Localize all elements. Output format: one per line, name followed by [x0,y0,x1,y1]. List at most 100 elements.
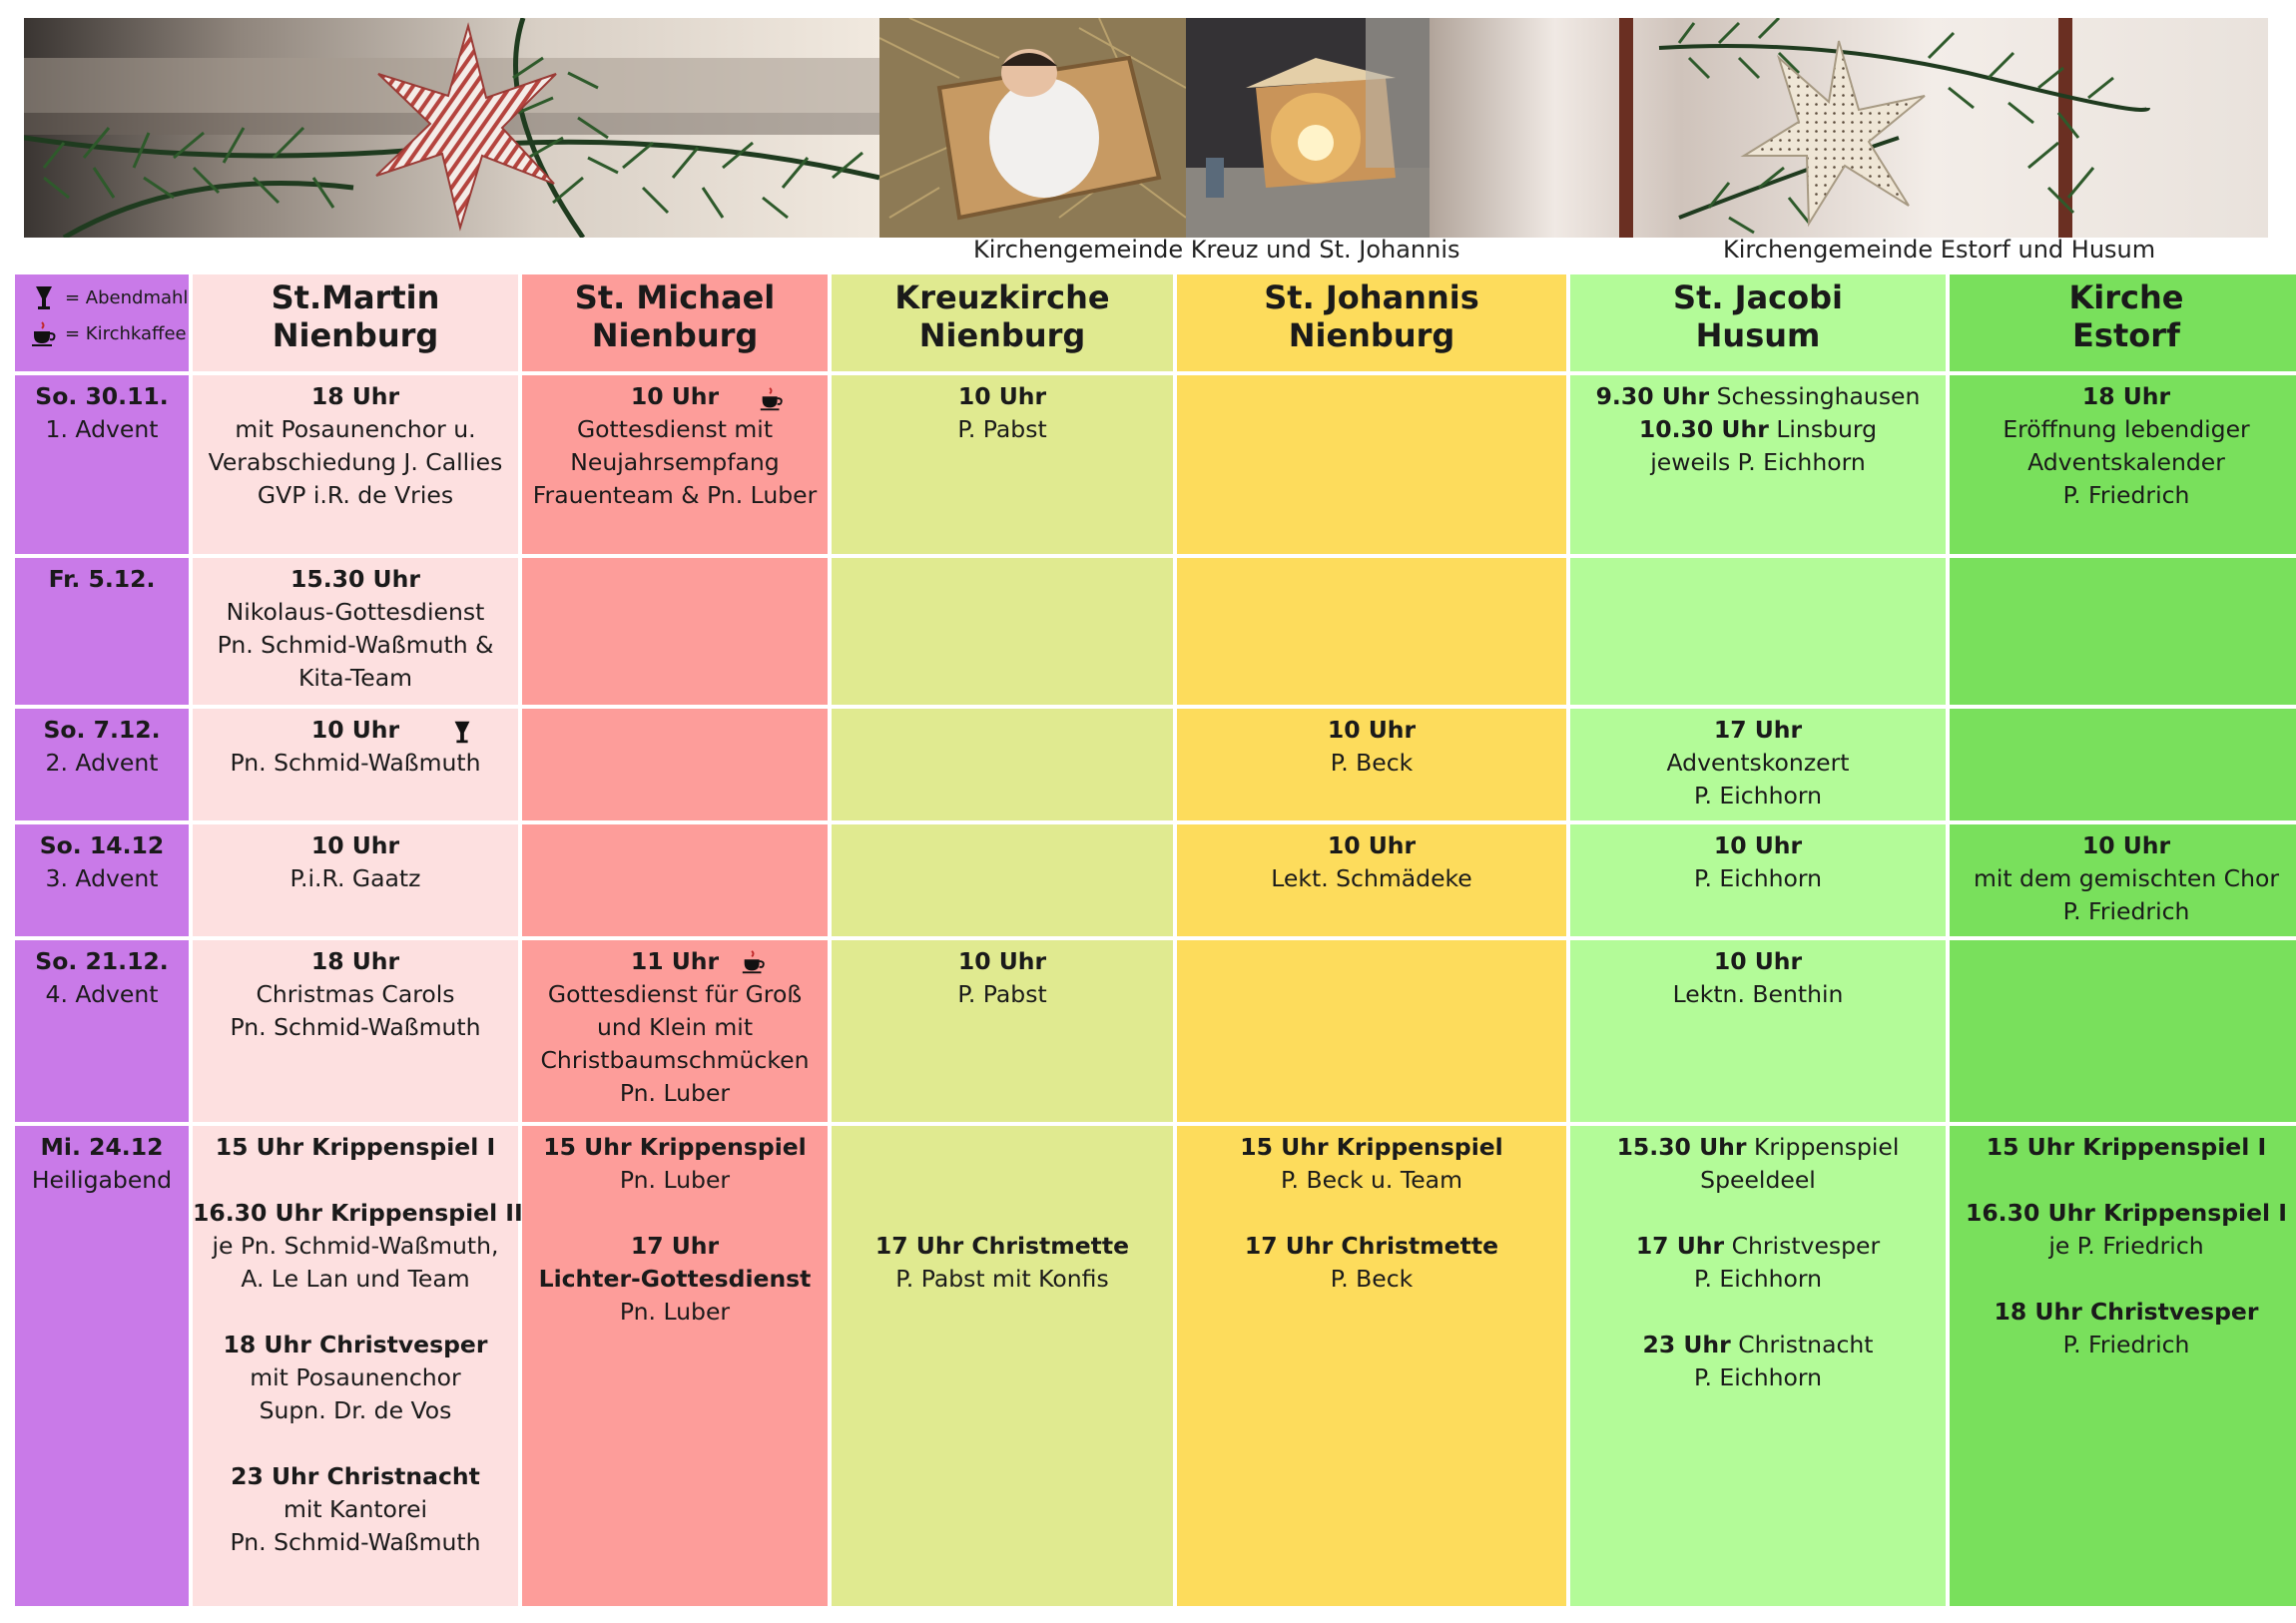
service-cell-kirche [1950,709,2296,820]
service-line: 17 Uhr Christmette [1244,1232,1499,1260]
service-line: 15.30 Uhr [290,565,420,593]
service-line: 15 Uhr Krippenspiel [1240,1133,1503,1161]
service-line: 10 Uhr [1327,831,1417,859]
column-header-church: Kirche [2068,278,2184,316]
service-line: und Klein mit [596,1013,754,1041]
column-header-st-johannis-nienburg: St. Johannis Nienburg [1177,274,1566,371]
column-header-st-martin-nienburg: St.Martin Nienburg [193,274,518,371]
service-occasion: 2. Advent [45,749,159,777]
service-line: 17 Uhr [1713,716,1803,744]
service-occasion: Heiligabend [31,1166,173,1194]
spacer [832,1164,1173,1197]
service-cell-st-johannis [1177,558,1566,705]
service-location: Krippenspiel [1746,1133,1900,1161]
photo-manger-child [879,18,1186,238]
date-cell: So. 30.11. 1. Advent [15,375,189,554]
service-line: 15.30 Uhr Krippenspiel [1570,1131,1946,1164]
service-occasion: 4. Advent [45,980,159,1008]
service-line: mit dem gemischten Chor [1973,864,2280,892]
column-header-place: Estorf [2072,316,2180,354]
service-line: A. Le Lan und Team [241,1265,470,1293]
spacer [522,1197,828,1230]
service-line: 23 Uhr Christnacht [231,1462,480,1490]
service-line: P. Eichhorn [1693,1363,1823,1391]
service-line: 10 Uhr [1713,831,1803,859]
service-line: Pn. Luber [619,1079,731,1107]
photo-nativity-stable [1186,18,1430,238]
service-cell-kirche: 18 Uhr Eröffnung lebendiger Adventskalende… [1950,375,2296,554]
spacer [1950,1164,2296,1197]
coffee-cup-icon [29,319,59,349]
service-line: P. Eichhorn [1693,864,1823,892]
service-line: Gottesdienst mit [576,415,774,443]
service-line: Lekt. Schmädeke [1271,864,1472,892]
chalice-icon [29,283,59,313]
column-header-st-jacobi-husum: St. Jacobi Husum [1570,274,1946,371]
column-header-church: St. Johannis [1264,278,1479,316]
column-header-place: Husum [1695,316,1821,354]
service-line: 10 Uhr [310,716,400,744]
service-cell-st-martin: 15.30 Uhr Nikolaus-Gottesdienst Pn. Schmid… [193,558,518,705]
photo-red-striped-star [24,18,879,238]
service-line: P. Eichhorn [1693,1265,1823,1293]
kirchkaffee-icon [740,948,768,976]
service-cell-kreuzkirche: 10 Uhr P. Pabst [832,375,1173,554]
service-line: Eröffnung lebendiger [2003,415,2250,443]
service-line: Lektn. Benthin [1672,980,1844,1008]
service-cell-st-johannis [1177,375,1566,554]
column-header-place: Nienburg [918,316,1086,354]
service-date: Fr. 5.12. [48,565,156,593]
spacer [832,1197,1173,1230]
service-cell-st-jacobi [1570,558,1946,705]
service-location: Schessinghausen [1709,382,1921,410]
service-line: 18 Uhr [310,947,400,975]
column-header-st-michael-nienburg: St. Michael Nienburg [522,274,828,371]
column-header-kreuzkirche-nienburg: Kreuzkirche Nienburg [832,274,1173,371]
service-line: 16.30 Uhr Krippenspiel I [1965,1199,2288,1227]
service-line: 18 Uhr Christvesper [1994,1298,2259,1326]
service-cell-st-michael [522,709,828,820]
photo-cream-dotted-star [1430,18,2268,238]
service-cell-st-johannis: 10 Uhr Lekt. Schmädeke [1177,824,1566,936]
legend: = Abendmahl = Kirchkaffee [15,274,189,371]
service-cell-kirche: 10 Uhr mit dem gemischten Chor P. Friedric… [1950,824,2296,936]
service-occasion: 1. Advent [45,415,159,443]
service-cell-st-martin: 18 Uhr Christmas Carols Pn. Schmid-Waßmuth [193,940,518,1122]
service-line: P. Beck [1330,1265,1414,1293]
service-line: 10 Uhr [1327,716,1417,744]
column-header-church: Kreuzkirche [894,278,1110,316]
service-line: GVP i.R. de Vries [257,481,454,509]
service-line: Christbaumschmücken [540,1046,810,1074]
service-cell-st-martin: 18 Uhr mit Posaunenchor u. Verabschiedung … [193,375,518,554]
service-date: So. 7.12. [43,716,161,744]
service-line: 15 Uhr Krippenspiel I [1986,1133,2267,1161]
service-line: P. Eichhorn [1693,782,1823,810]
service-cell-st-martin: 10 Uhr Pn. Schmid-Waßmuth [193,709,518,820]
kirchkaffee-icon [758,385,786,413]
service-line: P. Friedrich [2062,897,2190,925]
spacer [1570,1197,1946,1230]
service-line: je P. Friedrich [2048,1232,2204,1260]
spacer [193,1427,518,1460]
service-line: jeweils P. Eichhorn [1650,448,1866,476]
service-cell-kreuzkirche: 17 Uhr Christmette P. Pabst mit Konfis [832,1126,1173,1606]
service-date: So. 21.12. [35,947,169,975]
service-time: 23 Uhr [1642,1331,1731,1358]
service-line: 10 Uhr [630,382,720,410]
service-time: 10.30 Uhr [1638,415,1769,443]
service-line: 10 Uhr [310,831,400,859]
service-line: 17 Uhr Christvesper [1570,1230,1946,1263]
service-line: P. Friedrich [2062,481,2190,509]
service-line: 18 Uhr Christvesper [223,1331,488,1358]
service-time: 17 Uhr [1635,1232,1725,1260]
service-line: 9.30 Uhr Schessinghausen [1570,380,1946,413]
date-cell: So. 21.12. 4. Advent [15,940,189,1122]
service-line: 10 Uhr [1713,947,1803,975]
date-cell: Fr. 5.12. [15,558,189,705]
service-line: mit Posaunenchor u. [235,415,476,443]
service-line: mit Kantorei [283,1495,428,1523]
column-header-church: St. Jacobi [1673,278,1843,316]
legend-kirchkaffee: = Kirchkaffee [29,316,189,352]
service-line: 17 Uhr [630,1232,720,1260]
service-line: 10 Uhr [957,382,1047,410]
